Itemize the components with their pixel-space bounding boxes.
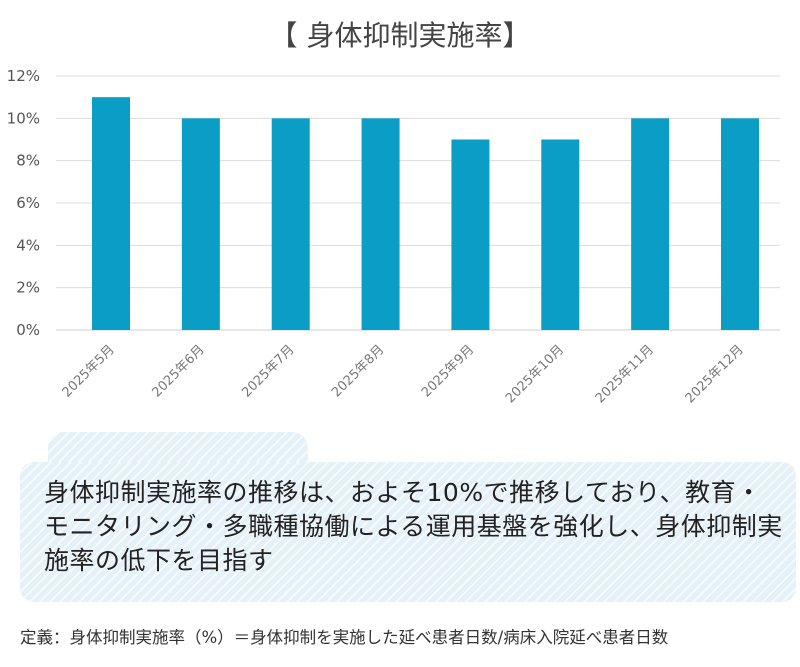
bar — [92, 97, 130, 331]
y-tick-label: 4% — [16, 236, 40, 254]
x-category-label: 2025年5月 — [60, 342, 118, 400]
y-tick-label: 2% — [16, 279, 40, 297]
x-category-label: 2025年8月 — [329, 342, 387, 400]
x-category-label: 2025年11月 — [593, 342, 657, 406]
bar — [631, 118, 670, 330]
y-tick-label: 0% — [16, 321, 40, 339]
y-axis-tick-labels: 0% 2% 4% 6% 8% 10% 12% — [7, 67, 40, 339]
bar-chart: 0%2%4%6%8%10%12% 2025年5月 2025年6月 2025年7月 20… — [7, 67, 780, 406]
bar — [271, 118, 310, 330]
callout-text: 身体抑制実施率の推移は、およそ10%で推移しており、教育・モニタリング・多職種協… — [44, 478, 783, 575]
chart-title: 【 身体抑制実施率】 — [269, 19, 531, 52]
x-category-label: 2025年12月 — [683, 342, 747, 406]
x-category-label: 2025年7月 — [239, 342, 297, 400]
bar — [181, 118, 220, 330]
x-axis-category-labels: 2025年5月 2025年6月 2025年7月 2025年8月 2025年9月 2025年… — [60, 342, 747, 406]
y-tick-label: 12% — [7, 67, 40, 85]
chart-bars — [92, 97, 759, 331]
x-category-label: 2025年6月 — [149, 342, 207, 400]
y-tick-label: 10% — [7, 109, 40, 127]
bar — [721, 118, 759, 330]
y-tick-label: 6% — [16, 194, 40, 212]
bar — [361, 118, 400, 330]
bar — [451, 139, 490, 330]
x-category-label: 2025年9月 — [419, 342, 477, 400]
chart-gridlines — [56, 75, 780, 331]
definition-note: 定義：身体抑制実施率（%）＝身体抑制を実施した延べ患者日数/病床入院延べ患者日数 — [20, 628, 669, 647]
bar — [541, 139, 580, 330]
x-category-label: 2025年10月 — [503, 342, 567, 406]
callout-box — [20, 462, 796, 602]
y-tick-label: 8% — [16, 152, 40, 170]
